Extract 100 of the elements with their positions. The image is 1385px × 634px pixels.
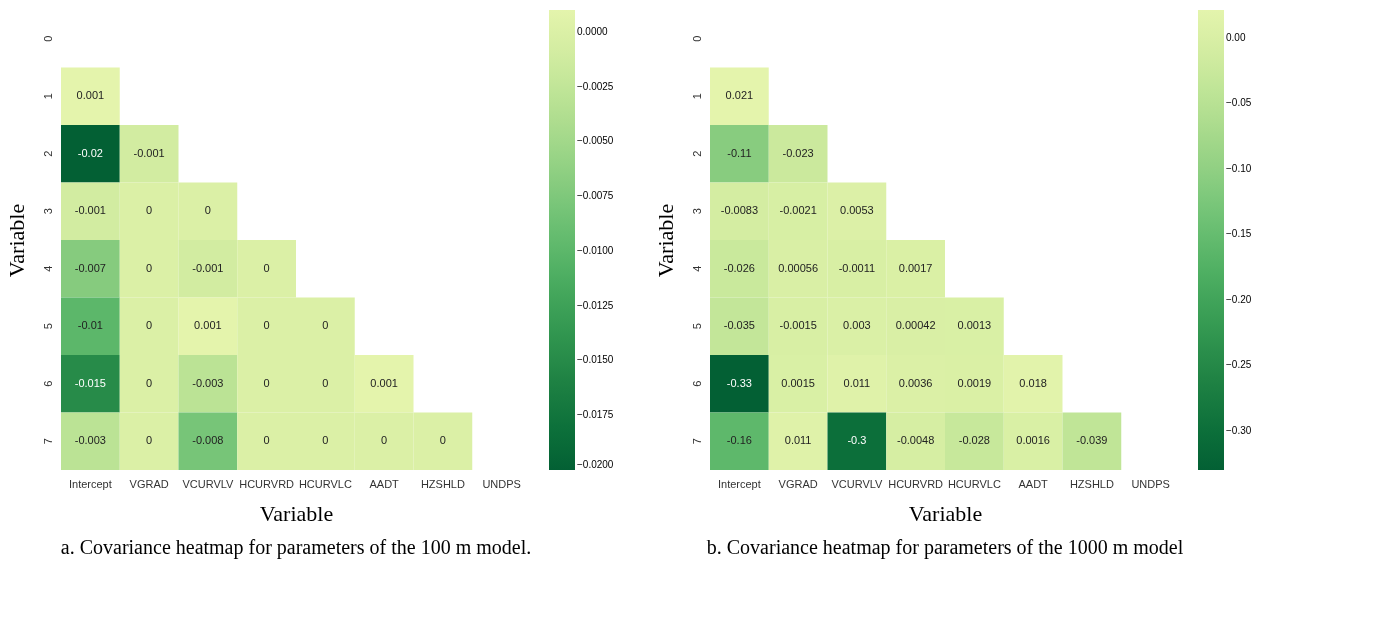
text: b. Covariance heatmap for parameters of the 1000 m model <box>706 536 1184 559</box>
data-label: -0.0015 <box>779 319 817 332</box>
data-label: 0.00042 <box>895 319 936 332</box>
y-axis-title: Variable <box>652 203 678 278</box>
data-label: 0.0015 <box>781 376 815 389</box>
y-tick-label: 7 <box>41 438 54 445</box>
x-tick-label: VGRAD <box>129 477 169 490</box>
data-label: -0.02 <box>77 146 103 159</box>
data-label: 0 <box>204 204 211 217</box>
data-label: 0 <box>381 434 388 447</box>
data-label: 0 <box>322 376 329 389</box>
data-label: -0.3 <box>847 434 867 447</box>
data-label: -0.007 <box>74 261 106 274</box>
data-label: 0.0016 <box>1016 434 1050 447</box>
color-bar-label: −0.0150 <box>577 354 614 366</box>
y-tick-label: 2 <box>41 150 54 157</box>
x-tick-label: HCURVLC <box>947 477 1001 490</box>
x-tick-label: HCURVRD <box>888 477 944 490</box>
color-bar-label: −0.15 <box>1226 228 1252 240</box>
data-label: -0.008 <box>192 434 224 447</box>
y-tick-label: 3 <box>41 208 54 215</box>
data-label: 0.0013 <box>957 319 992 332</box>
data-label: 0.0036 <box>898 376 933 389</box>
color-bar-label: 0.0000 <box>577 25 609 37</box>
data-label: -0.039 <box>1076 434 1108 447</box>
data-label: -0.023 <box>782 146 814 159</box>
x-tick-label: HZSHLD <box>420 477 465 490</box>
data-label: 0 <box>439 434 446 447</box>
data-label: 0 <box>146 261 153 274</box>
text: a. Covariance heatmap for parameters of the 100 m model. <box>60 536 532 559</box>
color-bar-label: −0.0100 <box>577 244 614 256</box>
x-axis-title: Variable <box>908 500 983 526</box>
y-tick-label: 3 <box>690 208 703 215</box>
data-label: -0.01 <box>77 319 103 332</box>
data-label: 0 <box>146 376 153 389</box>
data-label: 0 <box>263 376 270 389</box>
x-tick-label: HCURVLC <box>298 477 352 490</box>
x-tick-label: UNDPS <box>482 477 521 490</box>
data-label: -0.015 <box>74 376 106 389</box>
data-label: -0.0048 <box>896 434 935 447</box>
x-axis-title: Variable <box>259 500 334 526</box>
x-tick-label: UNDPS <box>1131 477 1170 490</box>
color-bar-label: 0.00 <box>1226 31 1246 43</box>
x-tick-label: AADT <box>1018 477 1049 490</box>
data-label: 0 <box>322 319 329 332</box>
data-label: -0.0011 <box>838 261 876 274</box>
data-label: -0.001 <box>74 204 106 217</box>
y-tick-label: 1 <box>690 93 703 100</box>
y-tick-label: 7 <box>690 438 703 445</box>
y-tick-label: 0 <box>41 35 54 42</box>
data-label: 0 <box>263 434 270 447</box>
data-label: -0.0021 <box>779 204 817 217</box>
x-tick-label: HZSHLD <box>1069 477 1114 490</box>
color-bar-label: −0.0025 <box>577 80 614 92</box>
x-tick-label: VCURVLV <box>182 477 235 490</box>
color-bar-label: −0.0175 <box>577 409 614 421</box>
data-label: 0.001 <box>76 89 105 102</box>
x-tick-label: AADT <box>369 477 400 490</box>
data-label: 0.00056 <box>778 261 819 274</box>
data-label: -0.028 <box>958 434 990 447</box>
data-label: -0.0083 <box>720 204 759 217</box>
data-label: -0.003 <box>74 434 106 447</box>
color-bar-label: −0.10 <box>1226 162 1252 174</box>
color-bar-label: −0.25 <box>1226 359 1252 371</box>
y-tick-label: 6 <box>690 380 703 387</box>
color-bar-label: −0.0200 <box>577 459 614 470</box>
data-label: -0.003 <box>192 376 224 389</box>
color-bar-label: −0.20 <box>1226 293 1252 305</box>
data-label: 0.011 <box>784 434 812 447</box>
data-label: 0 <box>146 434 153 447</box>
x-tick-label: VGRAD <box>778 477 818 490</box>
data-label: 0.011 <box>843 376 871 389</box>
color-bar-label: −0.0050 <box>577 135 614 147</box>
y-axis-title: Variable <box>3 203 29 278</box>
x-tick-label: HCURVRD <box>239 477 295 490</box>
y-tick-label: 4 <box>690 265 703 272</box>
data-label: 0.018 <box>1019 376 1047 389</box>
data-label: -0.001 <box>192 261 224 274</box>
data-label: 0 <box>263 261 270 274</box>
data-label: 0.003 <box>843 319 871 332</box>
data-label: 0.0053 <box>840 204 874 217</box>
data-label: -0.035 <box>723 319 755 332</box>
y-tick-label: 1 <box>41 93 54 100</box>
data-label: -0.026 <box>723 261 755 274</box>
color-bar-label: −0.0075 <box>577 190 614 202</box>
data-label: 0 <box>146 319 153 332</box>
data-label: 0 <box>263 319 270 332</box>
y-tick-label: 4 <box>41 265 54 272</box>
y-tick-label: 0 <box>690 35 703 42</box>
x-tick-label: Intercept <box>68 477 112 490</box>
data-label: 0.0017 <box>898 261 933 274</box>
data-label: 0.021 <box>725 89 754 102</box>
data-label: 0 <box>146 204 153 217</box>
y-tick-label: 5 <box>690 323 703 330</box>
data-label: -0.001 <box>133 146 165 159</box>
data-label: -0.33 <box>726 376 752 389</box>
data-label: -0.16 <box>726 434 752 447</box>
data-label: 0.0019 <box>957 376 992 389</box>
color-bar-label: −0.05 <box>1226 97 1252 109</box>
x-tick-label: Intercept <box>717 477 761 490</box>
